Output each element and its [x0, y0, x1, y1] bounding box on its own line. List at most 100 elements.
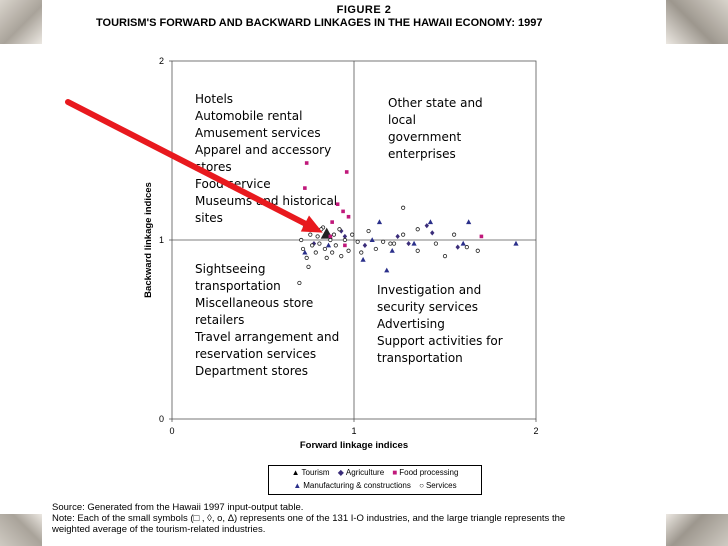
quadrant-label-line: Travel arrangement and — [194, 330, 339, 344]
quadrant-label-line: transportation — [377, 351, 463, 365]
data-point-square — [344, 170, 349, 174]
data-point-circle — [328, 237, 333, 243]
data-point-circle — [306, 264, 311, 269]
decorative-corner-bottom-right — [666, 514, 728, 546]
data-point-square — [346, 214, 351, 219]
legend-label: Food processing — [399, 468, 459, 477]
x-tick-label: 0 — [169, 426, 174, 436]
quadrant-label-line: Investigation and — [377, 283, 481, 297]
data-point-circle — [330, 250, 335, 255]
y-tick-label: 1 — [159, 235, 164, 245]
data-point-triangle — [376, 219, 383, 225]
data-point-square — [341, 209, 345, 214]
source-note: Source: Generated from the Hawaii 1997 i… — [52, 502, 565, 535]
data-point-circle — [342, 237, 347, 243]
data-point-circle — [300, 246, 306, 252]
data-point-circle — [310, 243, 315, 248]
data-point-diamond — [406, 240, 411, 247]
data-point-triangle — [384, 267, 390, 273]
note-line: weighted average of the tourism-related … — [52, 524, 266, 535]
data-point-circle — [464, 245, 469, 250]
legend-item-services: ○ Services — [419, 481, 457, 490]
data-point-triangle — [325, 242, 332, 248]
quadrant-bottom-right-labels: Investigation and security services Advert… — [377, 283, 503, 365]
data-point-diamond — [424, 223, 429, 229]
data-point-square — [304, 161, 309, 165]
data-point-circle — [415, 227, 420, 232]
figure-title: TOURISM'S FORWARD AND BACKWARD LINKAGES … — [96, 17, 543, 29]
data-point-circle — [401, 232, 406, 237]
data-point-circle — [401, 205, 406, 210]
figure-label: FIGURE 2 — [336, 4, 392, 16]
data-point-diamond — [362, 242, 368, 248]
circle-icon: ○ — [419, 481, 424, 490]
quadrant-label-line: Department stores — [195, 364, 308, 378]
data-point-circle — [313, 250, 318, 255]
square-icon: ■ — [392, 468, 398, 477]
quadrant-label-line: retailers — [195, 313, 244, 327]
red-arrow-shaft — [65, 99, 308, 227]
data-point-circle — [324, 255, 329, 260]
quadrant-label-line: local — [388, 113, 416, 127]
quadrant-label-line: Amusement services — [195, 126, 321, 140]
legend-label: Agriculture — [345, 468, 385, 477]
data-point-diamond — [395, 233, 400, 240]
quadrant-label-line: Miscellaneous store — [195, 296, 313, 310]
note-line: Note: Each of the small symbols (□ , ◊, … — [52, 513, 566, 524]
chart-legend: ▲ Tourism ◆ Agriculture ■ Food processing ▲… — [268, 465, 482, 495]
legend-label: Tourism — [301, 468, 330, 477]
x-axis-label: Forward linkage indices — [300, 440, 408, 451]
quadrant-top-right-labels: Other state and local government enterprise… — [388, 96, 483, 161]
data-point-triangle — [389, 247, 395, 253]
data-point-triangle — [369, 237, 375, 242]
data-point-circle — [337, 227, 342, 232]
data-point-circle — [331, 232, 337, 237]
data-point-circle — [355, 239, 360, 244]
legend-item-agriculture: ◆ Agriculture — [338, 468, 384, 477]
data-point-circle — [391, 241, 397, 246]
data-point-circle — [366, 228, 371, 234]
legend-item-food-processing: ■ Food processing — [392, 468, 458, 477]
quadrant-label-line: sites — [195, 211, 223, 225]
data-point-triangle — [466, 219, 472, 225]
data-point-circle — [373, 246, 378, 252]
data-point-diamond — [342, 233, 348, 240]
data-point-circle — [299, 237, 304, 243]
data-point-triangle — [302, 249, 308, 255]
data-point-circle — [304, 255, 309, 260]
data-point-circle — [475, 248, 480, 253]
quadrant-label-line: Sightseeing — [195, 262, 265, 276]
data-point-triangle — [427, 219, 434, 225]
quadrant-label-line: enterprises — [388, 147, 456, 161]
data-point-circle — [359, 250, 364, 255]
data-point-circle — [388, 241, 393, 246]
legend-label: Services — [425, 481, 457, 490]
data-point-square — [330, 220, 334, 224]
data-point-square — [335, 202, 340, 206]
quadrant-label-line: reservation services — [195, 347, 316, 361]
small-triangle-icon: ▲ — [293, 481, 302, 490]
data-point-square — [328, 234, 333, 239]
quadrant-label-line: Other state and — [388, 96, 483, 110]
decorative-corner-top-left — [0, 0, 42, 44]
x-tick-label: 1 — [351, 426, 356, 436]
decorative-corner-bottom-left — [0, 514, 42, 546]
data-point-circle — [433, 241, 438, 246]
data-point-circle — [322, 246, 327, 252]
source-line: Source: Generated from the Hawaii 1997 i… — [52, 502, 304, 513]
data-point-circle — [346, 248, 351, 253]
data-point-square — [479, 234, 484, 239]
data-point-square — [343, 243, 347, 248]
y-tick-label: 0 — [159, 414, 164, 424]
data-point-triangle — [460, 240, 466, 246]
quadrant-label-line: Advertising — [377, 317, 445, 331]
quadrant-label-line: Hotels — [195, 92, 233, 106]
quadrant-bottom-left-labels: Sightseeing transportation Miscellaneous s… — [194, 262, 339, 378]
data-point-triangle — [360, 256, 366, 262]
quadrant-label-line: transportation — [195, 279, 281, 293]
data-point-diamond — [430, 230, 435, 236]
quadrant-label-line: government — [388, 130, 461, 144]
legend-label: Manufacturing & constructions — [303, 481, 411, 490]
decorative-corner-top-right — [666, 0, 728, 44]
